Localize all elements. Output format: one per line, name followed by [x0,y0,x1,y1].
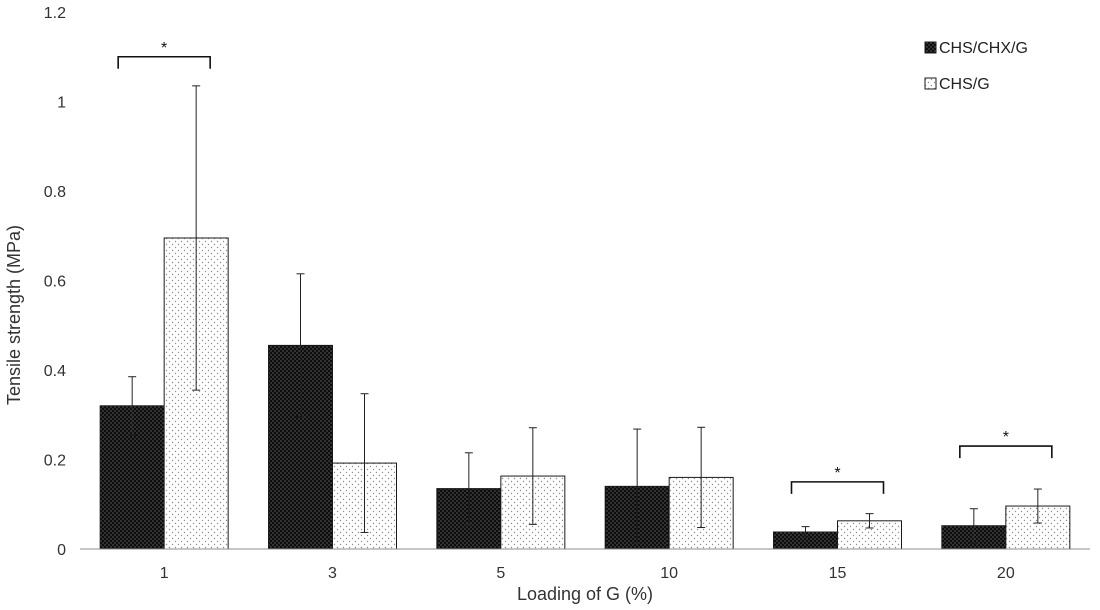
error-bar-chs-chx-g-3 [296,273,305,418]
error-bar-chs-chx-g-20 [969,508,978,544]
significance-star: * [1003,429,1009,446]
bars [99,237,1071,550]
y-tick-label: 1 [57,95,66,112]
error-bar-chs-g-20 [1033,488,1042,524]
y-axis-title: Tensile strength (MPa) [4,225,24,405]
y-axis-tick-labels: 0 0.2 0.4 0.6 0.8 1 1.2 [44,5,66,559]
x-tick-label: 3 [328,565,337,582]
x-tick-label: 15 [829,565,847,582]
y-tick-label: 0.6 [44,274,66,291]
legend-label: CHS/CHX/G [939,40,1028,57]
error-bar-chs-chx-g-1 [128,376,137,436]
error-bars [128,85,1042,545]
error-bar-chs-chx-g-15 [801,526,810,538]
y-tick-label: 1.2 [44,5,66,22]
error-bar-chs-g-10 [697,426,706,529]
error-bar-chs-g-15 [865,513,874,529]
x-axis-title: Loading of G (%) [517,584,653,604]
significance-bracket-1: * [117,40,211,69]
legend-item-chs-chx-g: CHS/CHX/G [924,40,1028,57]
legend-swatch [924,77,937,90]
legend-label: CHS/G [939,76,990,93]
error-bar-chs-chx-g-5 [464,452,473,525]
significance-bracket-20: * [959,429,1053,459]
plot-area: * * * [99,40,1071,550]
legend-item-chs-g: CHS/G [924,76,990,93]
error-bar-chs-chx-g-10 [633,428,642,545]
error-bar-chs-g-5 [528,427,537,525]
significance-bracket-15: * [790,465,885,494]
x-tick-label: 20 [997,565,1015,582]
y-tick-label: 0.2 [44,453,66,470]
significance-star: * [834,465,840,482]
significance-star: * [161,40,167,57]
x-tick-label: 5 [496,565,505,582]
significance-brackets: * * * [117,40,1053,494]
y-tick-label: 0.8 [44,184,66,201]
y-tick-label: 0.4 [44,363,66,380]
x-axis-tick-labels: 1 3 5 10 15 20 [160,565,1015,582]
legend: CHS/CHX/G CHS/G [924,40,1028,93]
legend-swatch [924,41,937,54]
error-bar-chs-g-3 [360,393,369,533]
x-tick-label: 10 [660,565,678,582]
x-tick-label: 1 [160,565,169,582]
error-bar-chs-g-1 [192,85,201,391]
y-tick-label: 0 [57,542,66,559]
